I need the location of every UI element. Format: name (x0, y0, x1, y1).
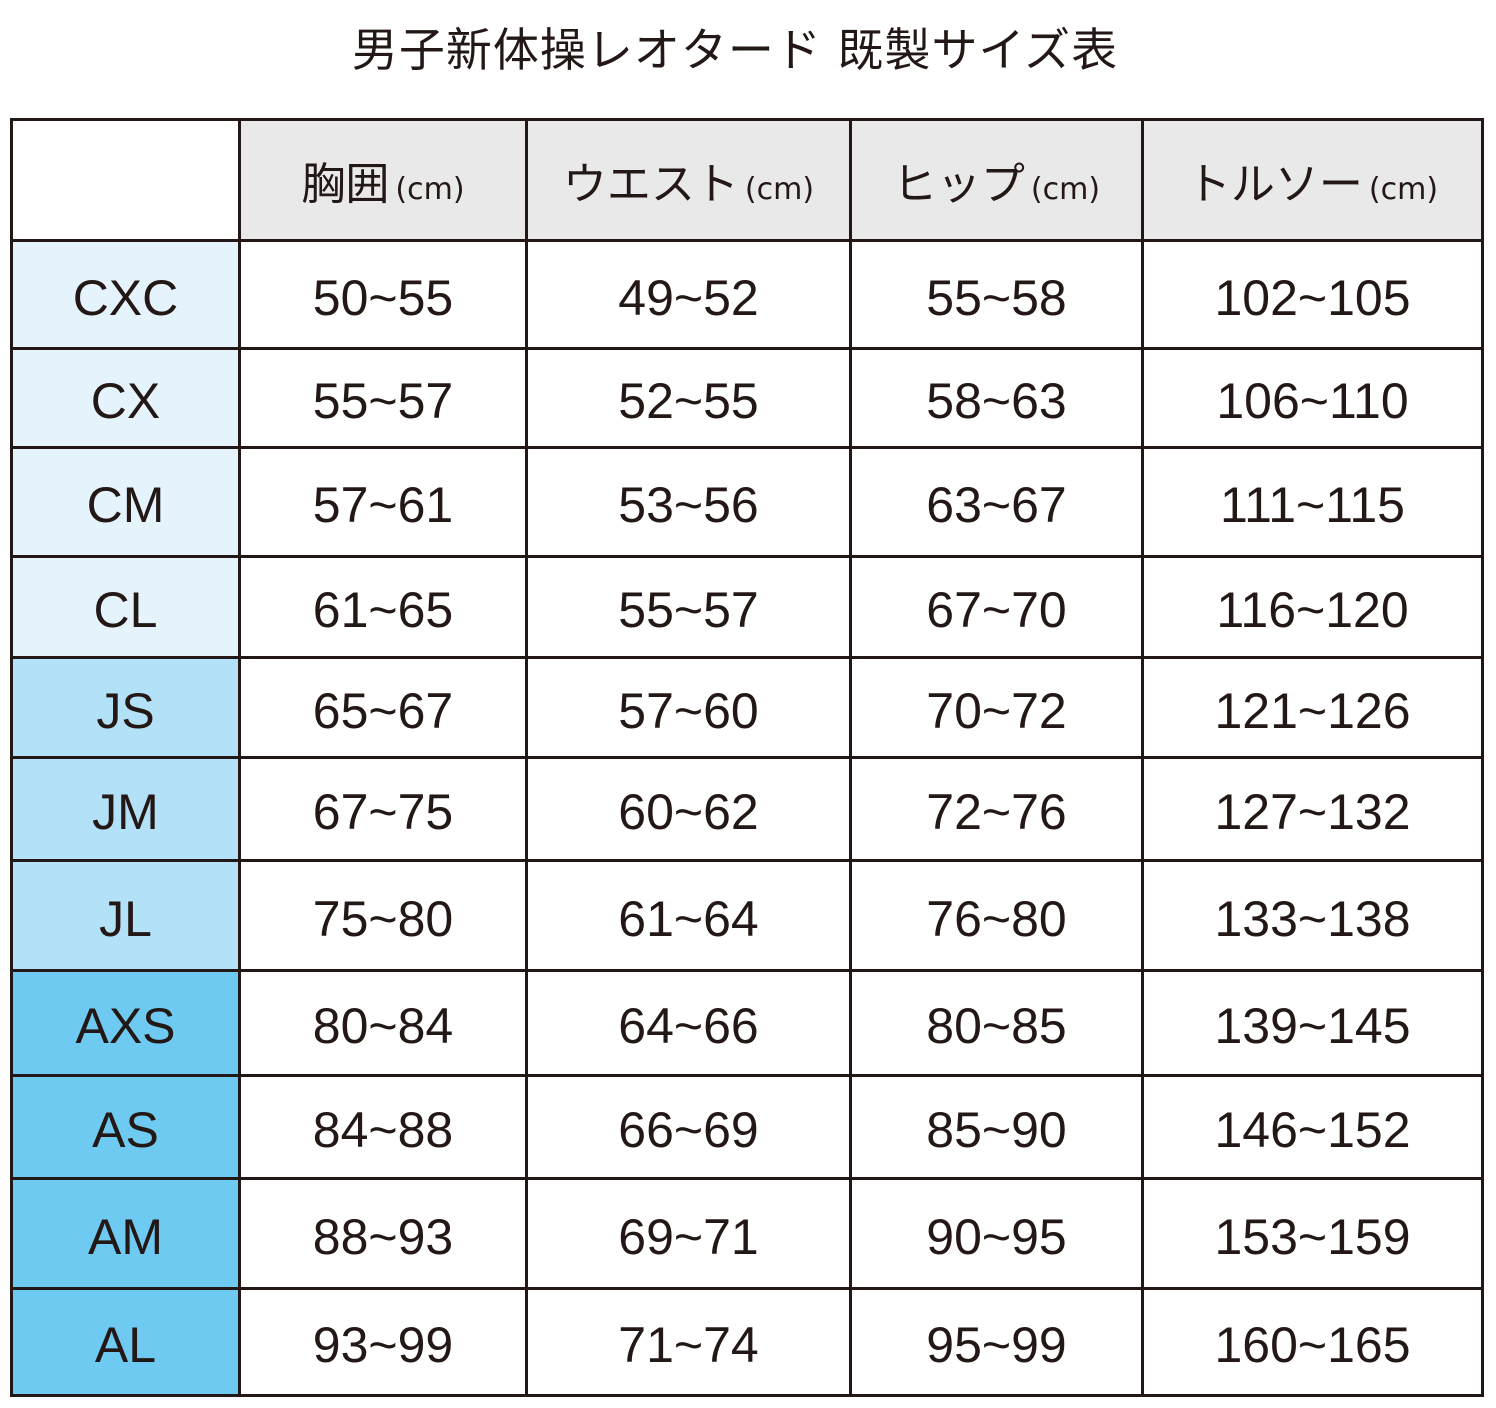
size-label: CM (10, 446, 241, 558)
table-row: CX 55~57 52~55 58~63 106~110 (10, 347, 1484, 449)
measurement-cell: 55~57 (238, 347, 528, 449)
size-label: CXC (10, 239, 241, 350)
measurement-cell: 57~61 (238, 446, 528, 558)
table-row: AL 93~99 71~74 95~99 160~165 (10, 1287, 1484, 1397)
column-header: ウエスト (cm) (525, 118, 852, 242)
measurement-cell: 61~64 (525, 859, 852, 972)
size-label: CL (10, 555, 241, 659)
measurement-cell: 67~75 (238, 756, 528, 862)
size-label: CX (10, 347, 241, 449)
table-row: AM 88~93 69~71 90~95 153~159 (10, 1177, 1484, 1290)
measurement-cell: 53~56 (525, 446, 852, 558)
column-unit: (cm) (1368, 172, 1439, 207)
column-label: 胸囲 (301, 159, 390, 210)
size-label: AM (10, 1177, 241, 1290)
table-row: CXC 50~55 49~52 55~58 102~105 (10, 239, 1484, 350)
column-header: 胸囲 (cm) (238, 118, 528, 242)
column-unit: (cm) (744, 172, 815, 207)
measurement-cell: 63~67 (849, 446, 1144, 558)
measurement-cell: 84~88 (238, 1074, 528, 1180)
measurement-cell: 61~65 (238, 555, 528, 659)
measurement-cell: 111~115 (1141, 446, 1484, 558)
measurement-cell: 146~152 (1141, 1074, 1484, 1180)
size-label: AL (10, 1287, 241, 1397)
corner-cell (10, 118, 241, 242)
measurement-cell: 71~74 (525, 1287, 852, 1397)
measurement-cell: 133~138 (1141, 859, 1484, 972)
measurement-cell: 75~80 (238, 859, 528, 972)
column-unit: (cm) (1030, 172, 1101, 207)
column-header: ヒップ (cm) (849, 118, 1144, 242)
table-row: CL 61~65 55~57 67~70 116~120 (10, 555, 1484, 659)
size-label: AS (10, 1074, 241, 1180)
measurement-cell: 64~66 (525, 969, 852, 1077)
size-label: JL (10, 859, 241, 972)
measurement-cell: 139~145 (1141, 969, 1484, 1077)
measurement-cell: 93~99 (238, 1287, 528, 1397)
header-row: 胸囲 (cm) ウエスト (cm) ヒップ (cm) トルソー (cm) (10, 118, 1484, 242)
table-row: AS 84~88 66~69 85~90 146~152 (10, 1074, 1484, 1180)
table-row: CM 57~61 53~56 63~67 111~115 (10, 446, 1484, 558)
measurement-cell: 80~85 (849, 969, 1144, 1077)
page-title: 男子新体操レオタード 既製サイズ表 (351, 23, 1119, 77)
measurement-cell: 55~58 (849, 239, 1144, 350)
measurement-cell: 52~55 (525, 347, 852, 449)
measurement-cell: 60~62 (525, 756, 852, 862)
table-row: JS 65~67 57~60 70~72 121~126 (10, 656, 1484, 759)
size-label: JS (10, 656, 241, 759)
measurement-cell: 85~90 (849, 1074, 1144, 1180)
table-row: JL 75~80 61~64 76~80 133~138 (10, 859, 1484, 972)
table-row: AXS 80~84 64~66 80~85 139~145 (10, 969, 1484, 1077)
measurement-cell: 153~159 (1141, 1177, 1484, 1290)
measurement-cell: 57~60 (525, 656, 852, 759)
measurement-cell: 160~165 (1141, 1287, 1484, 1397)
measurement-cell: 88~93 (238, 1177, 528, 1290)
size-label: JM (10, 756, 241, 862)
measurement-cell: 66~69 (525, 1074, 852, 1180)
measurement-cell: 76~80 (849, 859, 1144, 972)
measurement-cell: 49~52 (525, 239, 852, 350)
measurement-cell: 106~110 (1141, 347, 1484, 449)
table-row: JM 67~75 60~62 72~76 127~132 (10, 756, 1484, 862)
column-label: ウエスト (562, 159, 739, 210)
measurement-cell: 67~70 (849, 555, 1144, 659)
measurement-cell: 102~105 (1141, 239, 1484, 350)
measurement-cell: 55~57 (525, 555, 852, 659)
measurement-cell: 116~120 (1141, 555, 1484, 659)
measurement-cell: 121~126 (1141, 656, 1484, 759)
size-label: AXS (10, 969, 241, 1077)
measurement-cell: 127~132 (1141, 756, 1484, 862)
measurement-cell: 70~72 (849, 656, 1144, 759)
column-unit: (cm) (395, 172, 465, 207)
measurement-cell: 80~84 (238, 969, 528, 1077)
measurement-cell: 65~67 (238, 656, 528, 759)
measurement-cell: 72~76 (849, 756, 1144, 862)
measurement-cell: 90~95 (849, 1177, 1144, 1290)
size-table: 胸囲 (cm) ウエスト (cm) ヒップ (cm) トルソー (cm) CXC 50~55 49… (10, 118, 1484, 1397)
column-header: トルソー (cm) (1141, 118, 1484, 242)
measurement-cell: 50~55 (238, 239, 528, 350)
measurement-cell: 95~99 (849, 1287, 1144, 1397)
measurement-cell: 58~63 (849, 347, 1144, 449)
measurement-cell: 69~71 (525, 1177, 852, 1290)
column-label: トルソー (1186, 159, 1363, 210)
column-label: ヒップ (892, 159, 1025, 210)
